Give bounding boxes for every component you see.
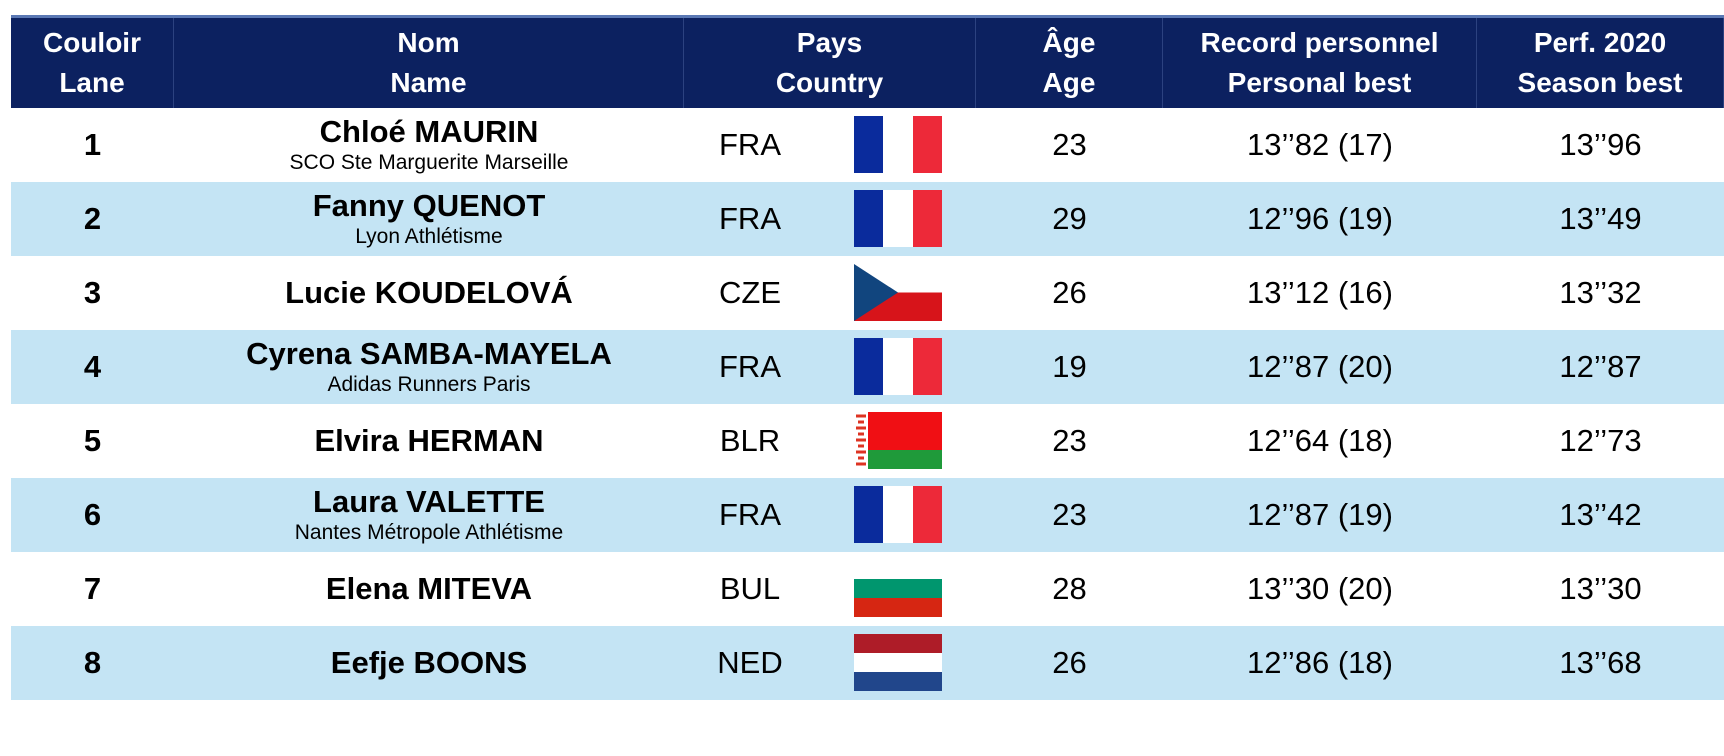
header-en: Country — [775, 67, 884, 98]
age: 26 — [1052, 275, 1087, 310]
season-best: 13’’96 — [1559, 127, 1642, 162]
personal-best: 12’’87 (20) — [1247, 349, 1393, 384]
age: 28 — [1052, 571, 1087, 606]
personal-best: 13’’12 (16) — [1247, 275, 1393, 310]
flag — [854, 486, 942, 543]
header-en: Age — [1042, 67, 1096, 98]
country-code: FRA — [719, 497, 781, 532]
header-fr: Nom — [397, 27, 460, 58]
athlete-cell: Lucie KOUDELOVÁ — [174, 256, 684, 330]
age: 26 — [1052, 645, 1087, 680]
season-best: 13’’42 — [1559, 497, 1642, 532]
athlete-cell: Laura VALETTE Nantes Métropole Athlétisme — [174, 478, 684, 552]
athlete-cell: Eefje BOONS — [174, 626, 684, 700]
lane: 8 — [83, 645, 102, 680]
header-en: Personal best — [1227, 67, 1412, 98]
table-row: 3 Lucie KOUDELOVÁ CZE 26 13’’12 (16) 13’’32 — [11, 256, 1724, 330]
age: 29 — [1052, 201, 1087, 236]
season-best: 13’’32 — [1559, 275, 1642, 310]
country-code: BLR — [719, 423, 781, 458]
lane: 2 — [83, 201, 102, 236]
flag — [854, 116, 942, 173]
season-best: 13’’30 — [1559, 571, 1642, 606]
flag — [854, 264, 942, 321]
country-code: BUL — [719, 571, 781, 606]
header-en: Lane — [59, 67, 125, 98]
age: 23 — [1052, 127, 1087, 162]
club: Adidas Runners Paris — [327, 373, 531, 396]
header-cell: Couloir Lane — [11, 18, 174, 108]
header-fr: Couloir — [43, 27, 141, 58]
lane: 6 — [83, 497, 102, 532]
header-fr: Perf. 2020 — [1533, 27, 1667, 58]
country-code: FRA — [719, 201, 781, 236]
header-fr: Pays — [796, 27, 863, 58]
season-best: 13’’49 — [1559, 201, 1642, 236]
flag — [854, 412, 942, 469]
club: SCO Ste Marguerite Marseille — [289, 151, 569, 174]
athlete-name: Laura VALETTE — [313, 484, 545, 519]
flag — [854, 560, 942, 617]
table-row: 7 Elena MITEVA BUL 28 13’’30 (20) 13’’30 — [11, 552, 1724, 626]
table-row: 5 Elvira HERMAN BLR 23 12’’64 (18) 12’’73 — [11, 404, 1724, 478]
header-cell: Perf. 2020 Season best — [1477, 18, 1724, 108]
athlete-name: Fanny QUENOT — [312, 188, 546, 223]
athlete-name: Cyrena SAMBA-MAYELA — [246, 336, 612, 371]
athlete-cell: Elena MITEVA — [174, 552, 684, 626]
flag — [854, 634, 942, 691]
lane: 5 — [83, 423, 102, 458]
athlete-cell: Chloé MAURIN SCO Ste Marguerite Marseille — [174, 108, 684, 182]
season-best: 12’’73 — [1559, 423, 1642, 458]
lane: 1 — [83, 127, 102, 162]
header-cell: Record personnel Personal best — [1163, 18, 1477, 108]
country-code: NED — [717, 645, 783, 680]
header-en: Season best — [1517, 67, 1683, 98]
header-cell: Nom Name — [174, 18, 684, 108]
header-fr: Âge — [1042, 27, 1096, 58]
header-fr: Record personnel — [1200, 27, 1439, 58]
athlete-name: Elena MITEVA — [325, 571, 533, 606]
athlete-name: Eefje BOONS — [330, 645, 528, 680]
country-code: CZE — [719, 275, 781, 310]
season-best: 13’’68 — [1559, 645, 1642, 680]
lane: 3 — [83, 275, 102, 310]
lane: 7 — [83, 571, 102, 606]
personal-best: 13’’30 (20) — [1247, 571, 1393, 606]
athlete-cell: Fanny QUENOT Lyon Athlétisme — [174, 182, 684, 256]
athlete-name: Lucie KOUDELOVÁ — [285, 275, 573, 310]
header-cell: Pays Country — [684, 18, 976, 108]
flag — [854, 338, 942, 395]
age: 19 — [1052, 349, 1087, 384]
header-cell: Âge Age — [976, 18, 1163, 108]
athlete-name: Elvira HERMAN — [314, 423, 544, 458]
table-header: Couloir Lane Nom Name Pays Country Âge Age Recor… — [11, 15, 1724, 108]
athlete-cell: Cyrena SAMBA-MAYELA Adidas Runners Paris — [174, 330, 684, 404]
header-en: Name — [390, 67, 467, 98]
personal-best: 12’’64 (18) — [1247, 423, 1393, 458]
country-code: FRA — [719, 349, 781, 384]
athlete-cell: Elvira HERMAN — [174, 404, 684, 478]
personal-best: 12’’96 (19) — [1247, 201, 1393, 236]
club: Nantes Métropole Athlétisme — [294, 521, 564, 544]
club: Lyon Athlétisme — [355, 225, 503, 248]
table-row: 1 Chloé MAURIN SCO Ste Marguerite Marseill… — [11, 108, 1724, 182]
personal-best: 13’’82 (17) — [1247, 127, 1393, 162]
country-code: FRA — [719, 127, 781, 162]
lane: 4 — [83, 349, 102, 384]
age: 23 — [1052, 423, 1087, 458]
personal-best: 12’’87 (19) — [1247, 497, 1393, 532]
season-best: 12’’87 — [1559, 349, 1642, 384]
age: 23 — [1052, 497, 1087, 532]
flag — [854, 190, 942, 247]
personal-best: 12’’86 (18) — [1247, 645, 1393, 680]
athlete-name: Chloé MAURIN — [319, 114, 539, 149]
